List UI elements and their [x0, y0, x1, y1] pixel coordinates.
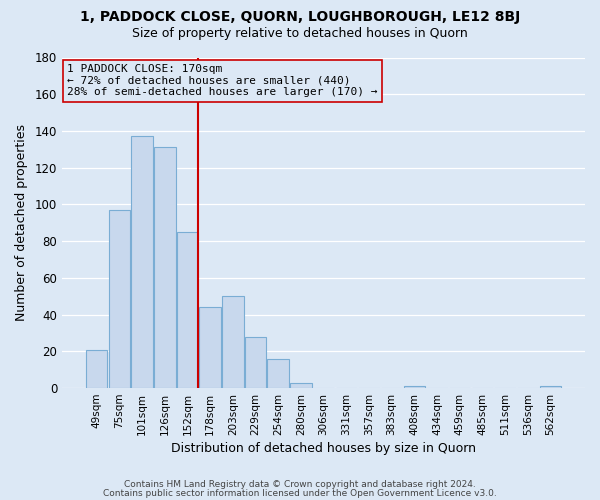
- Text: Size of property relative to detached houses in Quorn: Size of property relative to detached ho…: [132, 28, 468, 40]
- Bar: [404, 386, 425, 388]
- Bar: [109, 210, 130, 388]
- Bar: [268, 358, 289, 388]
- Bar: [290, 382, 311, 388]
- Text: Contains public sector information licensed under the Open Government Licence v3: Contains public sector information licen…: [103, 488, 497, 498]
- Bar: [539, 386, 561, 388]
- Text: 1 PADDOCK CLOSE: 170sqm
← 72% of detached houses are smaller (440)
28% of semi-d: 1 PADDOCK CLOSE: 170sqm ← 72% of detache…: [67, 64, 378, 98]
- Text: 1, PADDOCK CLOSE, QUORN, LOUGHBOROUGH, LE12 8BJ: 1, PADDOCK CLOSE, QUORN, LOUGHBOROUGH, L…: [80, 10, 520, 24]
- Bar: [131, 136, 153, 388]
- X-axis label: Distribution of detached houses by size in Quorn: Distribution of detached houses by size …: [171, 442, 476, 455]
- Bar: [154, 148, 176, 388]
- Bar: [199, 308, 221, 388]
- Bar: [176, 232, 198, 388]
- Bar: [222, 296, 244, 388]
- Bar: [245, 336, 266, 388]
- Text: Contains HM Land Registry data © Crown copyright and database right 2024.: Contains HM Land Registry data © Crown c…: [124, 480, 476, 489]
- Y-axis label: Number of detached properties: Number of detached properties: [15, 124, 28, 322]
- Bar: [86, 350, 107, 388]
